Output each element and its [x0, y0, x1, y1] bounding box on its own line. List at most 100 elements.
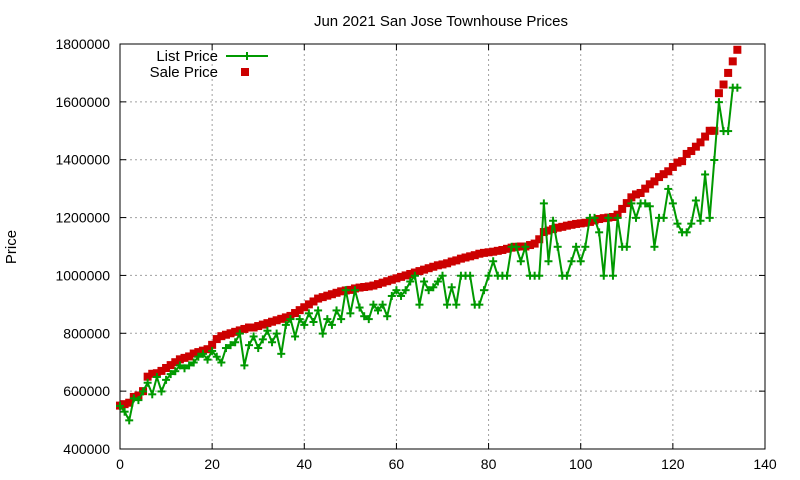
sale-price-point	[203, 345, 212, 354]
sale-price-point	[327, 290, 336, 299]
list-price-point	[203, 355, 212, 364]
sale-price-point	[456, 254, 465, 263]
list-price-point	[691, 196, 700, 205]
list-price-point	[383, 312, 392, 321]
sale-price-point	[429, 262, 438, 271]
list-price-point	[576, 257, 585, 266]
list-price-point	[406, 277, 415, 286]
sale-price-point	[277, 314, 286, 323]
list-price-point	[613, 213, 622, 222]
list-price-point	[420, 277, 429, 286]
sale-price-point	[668, 162, 677, 171]
list-price-point	[438, 271, 447, 280]
list-price-point	[129, 394, 138, 403]
list-price-point	[397, 291, 406, 300]
list-price-point	[185, 361, 194, 370]
sale-price-point	[470, 251, 479, 260]
list-price-point	[424, 286, 433, 295]
sale-price-point	[180, 353, 189, 362]
list-price-point	[378, 300, 387, 309]
series-list-price	[116, 83, 742, 425]
list-price-point	[346, 309, 355, 318]
list-price-point	[632, 213, 640, 222]
list-price-point	[392, 286, 401, 295]
sale-price-point	[438, 260, 447, 269]
list-price-point	[323, 315, 332, 324]
list-price-point	[539, 199, 548, 208]
sale-price-point	[360, 283, 369, 291]
list-price-point	[295, 315, 304, 324]
sale-price-point	[346, 285, 355, 294]
y-tick-label: 600000	[63, 383, 110, 399]
chart-title: Jun 2021 San Jose Townhouse Prices	[314, 13, 568, 30]
sale-price-point	[484, 248, 493, 257]
list-price-point	[337, 315, 346, 324]
list-price-point	[120, 407, 129, 416]
sale-price-point	[705, 126, 714, 135]
sale-price-point	[281, 313, 290, 322]
sale-price-point	[268, 317, 277, 326]
list-price-point	[254, 344, 263, 353]
sale-price-point	[397, 272, 406, 281]
y-tick-label: 1200000	[55, 210, 110, 226]
list-price-point	[341, 286, 350, 295]
list-price-point	[599, 271, 608, 280]
sale-price-point	[318, 293, 327, 302]
list-price-point	[503, 271, 511, 280]
list-price-point	[268, 338, 277, 347]
list-price-point	[627, 199, 636, 208]
list-price-point	[714, 98, 723, 107]
sale-price-point	[558, 222, 567, 231]
y-tick-label: 800000	[63, 325, 110, 341]
list-price-point	[263, 326, 272, 335]
sale-price-point	[535, 235, 544, 244]
sale-price-point	[387, 275, 396, 284]
list-price-point	[645, 202, 654, 211]
sale-price-point	[134, 391, 143, 400]
sale-price-point	[567, 220, 576, 229]
y-tick-label: 1800000	[55, 36, 110, 52]
legend-marker-sale-price	[241, 68, 249, 76]
sale-price-point	[383, 277, 392, 286]
list-price-point	[157, 387, 166, 396]
sale-price-point	[724, 68, 733, 77]
sale-price-point	[185, 352, 194, 361]
list-price-point	[641, 199, 650, 208]
sale-price-point	[655, 173, 664, 182]
list-price-point	[291, 332, 300, 341]
sale-price-point	[682, 149, 691, 158]
sale-price-point	[374, 280, 382, 289]
sale-price-point	[659, 170, 668, 179]
list-price-point	[724, 127, 733, 136]
list-price-point	[484, 271, 493, 280]
sale-price-point	[595, 215, 604, 224]
x-tick-label: 80	[481, 456, 497, 472]
x-tick-label: 60	[389, 456, 405, 472]
list-price-point	[281, 320, 290, 329]
list-price-point	[171, 367, 180, 376]
sale-price-point	[221, 330, 230, 339]
list-price-point	[567, 257, 576, 266]
sale-price-point	[175, 355, 184, 364]
list-price-point	[217, 358, 226, 367]
sale-price-point	[452, 256, 461, 265]
sale-price-point	[323, 291, 332, 300]
list-price-point	[622, 242, 631, 251]
legend-swatch-sale-price	[241, 68, 249, 76]
sale-price-point	[406, 269, 415, 278]
sale-price-point	[258, 320, 267, 329]
sale-price-point	[291, 309, 300, 318]
sale-price-point	[443, 259, 452, 268]
sale-price-point	[673, 158, 682, 167]
list-price-point	[272, 329, 281, 338]
list-price-point	[231, 338, 240, 347]
sale-price-point	[526, 241, 535, 250]
sale-price-point	[696, 138, 705, 147]
sale-price-point	[415, 267, 424, 276]
list-price-point	[139, 387, 148, 396]
sale-price-point	[719, 80, 728, 89]
sale-price-point	[392, 274, 401, 283]
plot-area-frame	[119, 43, 766, 450]
sale-price-point	[608, 212, 617, 221]
list-price-point	[516, 257, 525, 266]
